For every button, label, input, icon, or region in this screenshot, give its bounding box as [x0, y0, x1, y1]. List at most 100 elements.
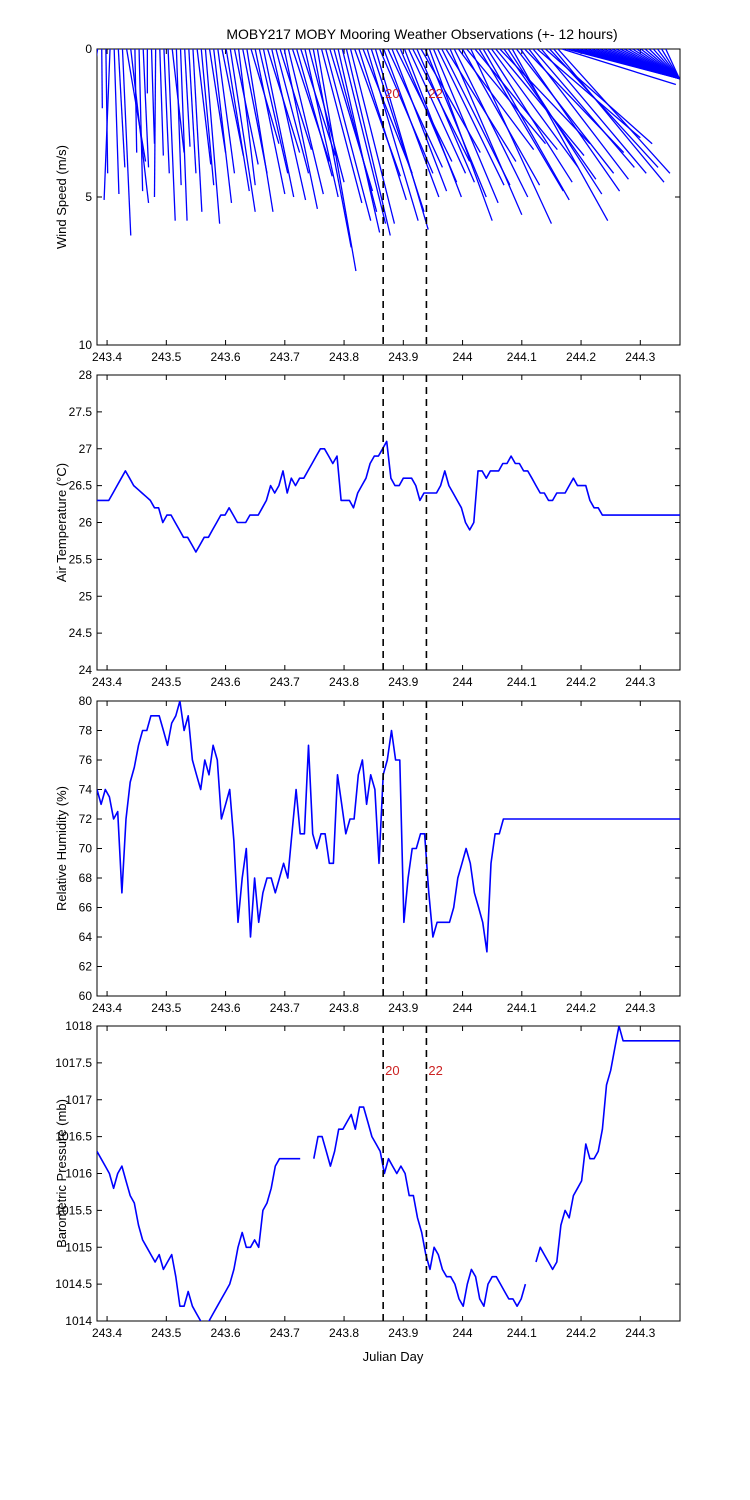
y-tick-label: 1017 [65, 1093, 92, 1107]
wind-stick [184, 49, 191, 147]
wind-stick [391, 49, 448, 192]
y-tick-label: 62 [79, 960, 93, 974]
wind-stick [320, 49, 363, 204]
y-tick-label: 80 [79, 694, 93, 708]
plot-area [97, 375, 680, 670]
event-marker-label: 20 [385, 1063, 399, 1078]
wind-stick [432, 49, 499, 204]
wind-stick [486, 49, 573, 183]
x-tick-label: 243.5 [151, 675, 181, 689]
wind-stick [153, 49, 157, 198]
event-marker-label: 22 [428, 86, 442, 101]
data-line [97, 440, 680, 553]
panel-air_temp: 243.4 243.5 243.6 243.7 243.8 243.9 244 244.1 24… [54, 368, 681, 689]
x-tick-label: 244.3 [625, 675, 655, 689]
x-tick-label: 243.8 [329, 350, 359, 364]
figure-title: MOBY217 MOBY Mooring Weather Observation… [226, 26, 617, 42]
wind-stick [461, 49, 541, 186]
wind-stick [316, 49, 357, 272]
wind-stick [179, 49, 188, 221]
wind-stick [200, 49, 215, 186]
y-tick-label: 68 [79, 871, 93, 885]
x-tick-label: 244.2 [566, 350, 596, 364]
y-tick-label: 10 [79, 338, 93, 352]
wind-stick [345, 49, 391, 236]
x-tick-label: 243.4 [92, 350, 122, 364]
plot-area [97, 49, 680, 345]
y-axis-label: Relative Humidity (%) [54, 786, 69, 911]
panel-humidity: 243.4 243.5 243.6 243.7 243.8 243.9 244 244.1 24… [54, 694, 681, 1015]
y-tick-label: 70 [79, 842, 93, 856]
wind-stick [325, 49, 372, 221]
wind-stick [507, 49, 603, 195]
x-tick-label: 244.3 [625, 1001, 655, 1015]
wind-stick [549, 49, 659, 168]
wind-stick [279, 49, 313, 150]
y-tick-label: 5 [85, 190, 92, 204]
wind-stick [561, 49, 677, 86]
y-tick-label: 78 [79, 724, 93, 738]
y-axis-label: Wind Speed (m/s) [54, 145, 69, 249]
wind-stick [138, 49, 144, 192]
x-tick-label: 243.7 [270, 1001, 300, 1015]
x-tick-label: 243.8 [329, 1326, 359, 1340]
wind-stick [341, 49, 387, 224]
y-tick-label: 1014.5 [55, 1277, 92, 1291]
wind-stick [101, 49, 103, 109]
x-tick-label: 244.1 [507, 1001, 537, 1015]
wind-stick [453, 49, 529, 198]
chart-panels: 243.4 243.5 243.6 243.7 243.8 243.9 244 244.1 24… [54, 42, 681, 1340]
wind-stick [403, 49, 462, 198]
y-tick-label: 60 [79, 989, 93, 1003]
x-tick-label: 243.6 [211, 1326, 241, 1340]
wind-stick [134, 49, 138, 153]
x-tick-label: 244.3 [625, 1326, 655, 1340]
x-tick-label: 243.9 [388, 350, 418, 364]
wind-stick [175, 49, 182, 186]
wind-stick [420, 49, 481, 153]
wind-stick [237, 49, 256, 186]
x-tick-label: 243.7 [270, 675, 300, 689]
y-axis-label: Air Temperature (°C) [54, 463, 69, 582]
x-tick-label: 243.7 [270, 350, 300, 364]
x-tick-label: 243.6 [211, 1001, 241, 1015]
x-tick-label: 243.9 [388, 675, 418, 689]
wind-stick [553, 49, 665, 183]
plot-area [97, 1026, 680, 1321]
wind-stick [113, 49, 120, 195]
x-tick-label: 244 [453, 350, 473, 364]
wind-stick [204, 49, 221, 224]
event-marker-label: 20 [385, 86, 399, 101]
data-line [97, 701, 680, 953]
y-tick-label: 26 [79, 516, 93, 530]
y-tick-label: 1015.5 [55, 1203, 92, 1217]
wind-stick [349, 49, 396, 224]
wind-stick [217, 49, 236, 174]
x-tick-label: 243.7 [270, 1326, 300, 1340]
wind-stick [408, 49, 467, 174]
wind-stick [287, 49, 324, 195]
x-tick-label: 244.1 [507, 675, 537, 689]
wind-stick [424, 49, 487, 198]
wind-stick [495, 49, 585, 156]
x-tick-label: 243.5 [151, 350, 181, 364]
wind-stick [478, 49, 564, 192]
wind-stick [333, 49, 378, 212]
wind-stick [196, 49, 212, 165]
plot-area [97, 701, 680, 996]
x-tick-label: 243.4 [92, 675, 122, 689]
wind-stick [428, 49, 493, 221]
wind-stick [511, 49, 609, 221]
wind-stick [470, 49, 553, 224]
wind-stick [167, 49, 176, 221]
wind-stick [374, 49, 429, 230]
wind-stick [449, 49, 523, 216]
wind-stick [416, 49, 476, 183]
wind-stick [337, 49, 381, 233]
x-tick-label: 244.2 [566, 1326, 596, 1340]
wind-stick [304, 49, 339, 198]
y-tick-label: 24 [79, 663, 93, 677]
x-tick-label: 243.4 [92, 1001, 122, 1015]
wind-stick [466, 49, 547, 145]
